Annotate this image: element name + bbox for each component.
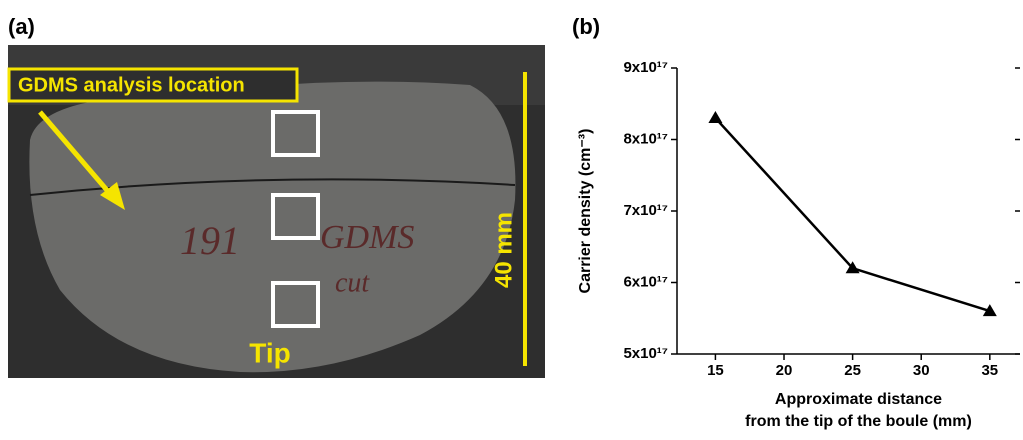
x-axis-label: Approximate distance — [775, 391, 942, 408]
panel-label: (b) — [572, 14, 600, 39]
y-tick-label: 8x10¹⁷ — [623, 130, 668, 147]
x-tick-label: 15 — [707, 362, 724, 379]
x-tick-label: 25 — [844, 362, 861, 379]
scale-label: 40 mm — [490, 212, 517, 288]
y-tick-label: 6x10¹⁷ — [623, 273, 668, 290]
x-tick-label: 20 — [776, 362, 793, 379]
y-tick-label: 9x10¹⁷ — [623, 59, 668, 76]
x-tick-label: 30 — [913, 362, 930, 379]
series-line — [715, 118, 989, 311]
tip-label: Tip — [249, 337, 290, 368]
data-marker — [708, 111, 722, 123]
x-axis-label: from the tip of the boule (mm) — [745, 413, 972, 430]
figure: (a) 191 GDMS cut GDMS analysis location … — [0, 0, 1023, 435]
photo: 191 GDMS cut GDMS analysis location 40 m… — [8, 45, 545, 378]
x-tick-label: 35 — [981, 362, 998, 379]
handwriting: 191 — [180, 218, 240, 263]
y-axis-label: Carrier density (cm⁻³) — [577, 129, 594, 294]
y-tick-label: 5x10¹⁷ — [623, 345, 668, 362]
panel-label: (a) — [8, 14, 35, 39]
handwriting: cut — [335, 267, 370, 298]
callout-text: GDMS analysis location — [18, 74, 245, 96]
y-tick-label: 7x10¹⁷ — [623, 202, 668, 219]
handwriting: GDMS — [320, 219, 414, 256]
